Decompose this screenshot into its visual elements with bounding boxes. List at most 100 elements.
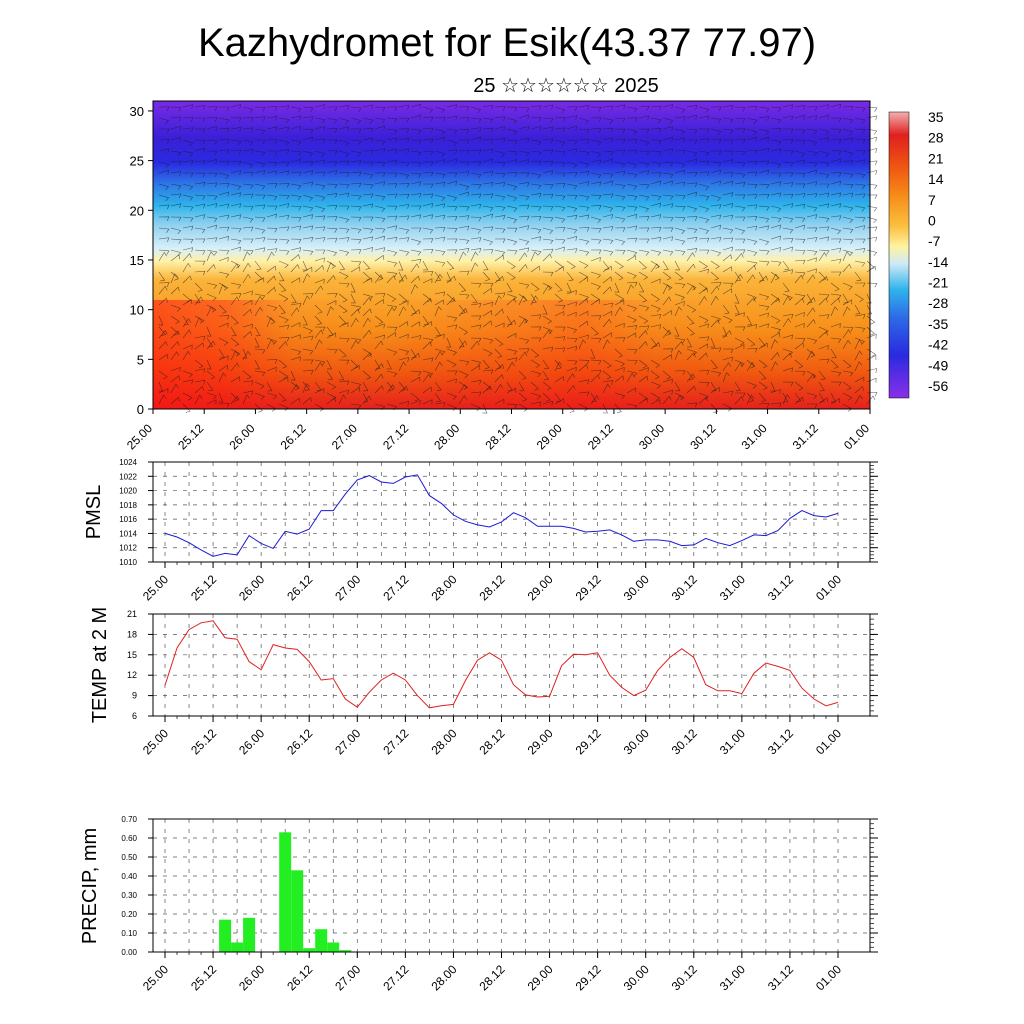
wind-barb [554,282,563,292]
wind-barbs [158,103,878,414]
wind-barb [458,191,469,197]
colorbar-label: 21 [928,150,944,166]
precip-x-tick-label: 31.00 [717,962,748,993]
wind-barb [158,183,170,191]
wind-barb [278,324,290,330]
wind-barb [590,216,602,224]
precip-x-tick-label: 25.00 [140,962,171,993]
precip-y-tick-label: 0.70 [121,815,137,824]
wind-barb [170,203,182,209]
wind-barb [746,381,757,389]
wind-barb [818,203,830,209]
profile-y-tick-label: 30 [130,104,144,119]
wind-barb [494,292,506,298]
wind-barb [230,376,241,383]
wind-barb [530,392,542,400]
wind-barb [554,150,566,156]
wind-barb [770,339,778,350]
wind-barb [578,363,588,372]
wind-barb [482,158,493,164]
wind-barb [494,205,506,212]
wind-barb [830,128,842,134]
wind-barb [446,293,456,303]
wind-barb [374,274,384,284]
wind-barb [314,104,326,109]
wind-barb [182,205,194,212]
wind-barb [638,315,649,324]
wind-barb [242,226,254,232]
wind-barb [434,361,443,372]
colorbar-gradient [888,111,910,399]
wind-barb [518,370,527,380]
wind-barb [386,384,396,394]
wind-barb [195,117,206,123]
wind-barb [326,397,336,405]
wind-barb [542,370,549,381]
wind-barb [434,306,442,317]
wind-barb [350,171,362,177]
wind-barb [470,364,481,372]
wind-barb [710,106,722,112]
wind-barb [398,237,410,242]
wind-barb [518,182,530,187]
wind-barb [842,128,854,136]
precip-y-tick-label: 0.00 [121,948,137,957]
precip-y-tick-label: 0.40 [121,872,137,881]
wind-barb [614,238,626,246]
colorbar-label: -7 [928,233,941,249]
wind-barb [710,150,722,156]
wind-barb [674,282,686,289]
wind-barb [482,138,494,144]
wind-barb [638,397,649,405]
wind-barb [266,205,278,211]
wind-barb [278,149,290,154]
wind-barb [518,293,528,303]
wind-barb [686,150,698,157]
wind-barb [686,252,696,262]
wind-barb [614,403,622,413]
wind-barb [206,337,214,348]
wind-barb [374,254,385,262]
temp-y-tick-label: 9 [132,691,137,701]
wind-barb [374,148,386,153]
precip-bar [279,832,292,952]
temp-x-tick-label: 27.00 [332,726,363,757]
wind-barb [182,329,192,339]
wind-barb [854,117,866,124]
wind-barb [794,297,804,306]
wind-barb [506,205,518,212]
wind-barb [819,183,830,189]
wind-barb [410,284,419,295]
wind-barb [770,271,780,281]
wind-barb [494,172,506,178]
wind-barb [782,246,793,252]
wind-barb [542,400,553,406]
profile-x-tick-label: 26.00 [226,421,257,452]
wind-barb [590,298,601,306]
wind-barb [422,297,432,306]
wind-barb [254,106,266,112]
wind-barb [518,337,530,344]
wind-barb [758,392,767,402]
wind-barb [638,325,650,331]
wind-barb [410,321,421,328]
wind-barb [674,194,686,200]
wind-barb [734,117,746,123]
wind-barb [266,275,276,284]
wind-barb [566,271,574,282]
wind-barb [242,183,254,190]
wind-barb [350,227,362,234]
wind-barb [638,194,650,201]
wind-barb [650,249,662,256]
wind-barb [710,139,722,144]
wind-barb [410,249,422,256]
wind-barb [662,104,674,109]
wind-barb [758,160,770,166]
wind-barb [854,339,863,350]
wind-barb [410,309,421,317]
wind-barb [698,183,710,191]
wind-barb [398,348,410,356]
wind-barb [854,128,866,134]
wind-barb [482,104,494,110]
wind-barb [734,216,746,222]
